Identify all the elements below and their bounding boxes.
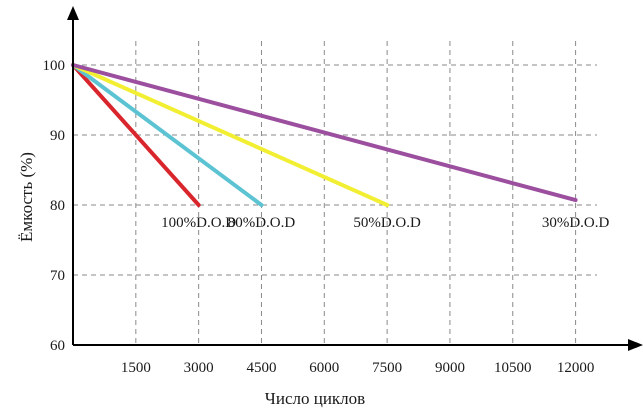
series-line [71, 63, 390, 207]
series-labels: 100%D.O.D80%D.O.D 50%D.O.D 30%D.O.D [161, 215, 609, 231]
grid [73, 41, 597, 345]
x-tick-label: 1500 [121, 360, 151, 376]
x-tick-label: 12000 [557, 360, 595, 376]
series-line [71, 63, 578, 203]
series-lines [71, 63, 578, 207]
y-tick-label: 80 [50, 198, 65, 214]
series-line [71, 63, 264, 207]
y-tick-label: 100 [43, 58, 66, 74]
x-axis-label: Число циклов [265, 389, 365, 408]
x-axis-arrow [628, 339, 643, 351]
x-tick-label: 4500 [246, 360, 276, 376]
y-axis-arrow [67, 6, 79, 20]
series-label: 80%D.O.D [228, 215, 296, 231]
x-tick-label: 10500 [494, 360, 532, 376]
y-axis-label: Ёмкость (%) [17, 152, 36, 242]
tick-labels: 60 70 80 90 100 1500 3000 4500 6000 7500 9000 10500… [43, 58, 595, 376]
x-tick-label: 6000 [309, 360, 339, 376]
series-label: 30%D.O.D [542, 215, 610, 231]
series-label: 50%D.O.D [353, 215, 421, 231]
axes [67, 6, 643, 351]
series-line [71, 63, 201, 207]
series-label: 100%D.O.D [161, 215, 236, 231]
y-tick-label: 90 [50, 128, 65, 144]
y-tick-label: 70 [50, 268, 65, 284]
x-tick-label: 7500 [372, 360, 402, 376]
y-tick-label: 60 [50, 338, 65, 354]
x-tick-label: 9000 [435, 360, 465, 376]
x-tick-label: 3000 [184, 360, 214, 376]
